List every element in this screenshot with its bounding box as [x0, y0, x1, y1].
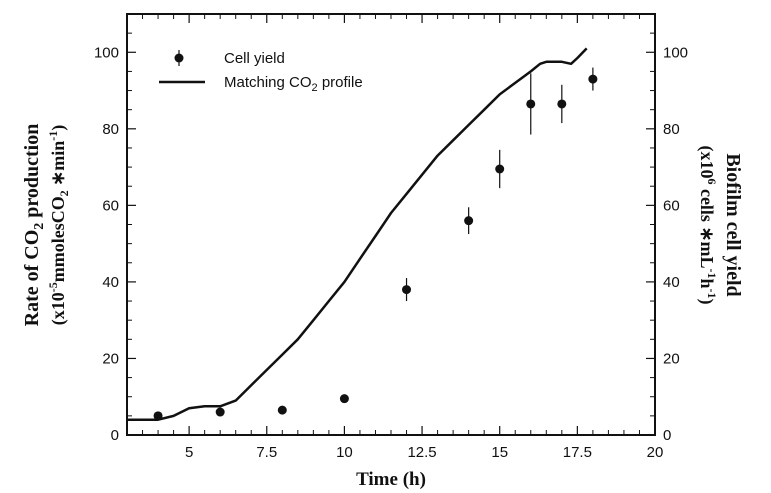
y-tick-label-left: 100	[94, 44, 119, 61]
y-tick-label-right: 0	[663, 427, 671, 444]
y-tick-label-right: 20	[663, 350, 680, 367]
y-tick-label-right: 100	[663, 44, 688, 61]
plot-frame	[126, 13, 656, 436]
y-ticks-right: 0 20 40 60 80 100	[646, 32, 688, 444]
cell-yield-point	[215, 407, 225, 417]
cell-yield-point	[464, 216, 474, 226]
y-tick-label-left: 80	[102, 121, 119, 138]
x-tick-label: 7.5	[256, 444, 277, 461]
y-tick-label-right: 80	[663, 121, 680, 138]
x-tick-label: 10	[336, 444, 353, 461]
x-tick-label: 15	[491, 444, 508, 461]
cell-yield-point	[277, 405, 287, 415]
y-tick-label-right: 40	[663, 274, 680, 291]
y-tick-label-right: 60	[663, 197, 680, 214]
legend-label-cell-yield: Cell yield	[224, 50, 285, 67]
legend: Cell yield Matching CO2 profile	[159, 50, 363, 94]
y-axis-title-left: Rate of CO2 production (x10-5mmolesCO2 ∗…	[21, 124, 71, 327]
cell-yield-point	[402, 285, 412, 295]
cell-yield-point	[588, 74, 598, 84]
cell-yield-point	[339, 394, 349, 404]
legend-label-co2: Matching CO2 profile	[224, 74, 363, 94]
cell-yield-point	[557, 99, 567, 109]
series-layer	[127, 47, 598, 421]
x-ticks: 5 7.5 10 12.5 15 17.5 20	[142, 14, 664, 461]
x-tick-label: 17.5	[563, 444, 592, 461]
cell-yield-point	[153, 411, 163, 421]
y-axis-title-right-line1: Biofilm cell yield	[722, 153, 744, 296]
x-tick-label: 20	[647, 444, 664, 461]
x-tick-label: 12.5	[407, 444, 436, 461]
y-axis-title-left-line2: (x10-5mmolesCO2 ∗min-1)	[46, 125, 71, 326]
y-ticks-left: 0 20 40 60 80 100	[94, 32, 136, 444]
y-axis-title-right: Biofilm cell yield (x106 cells ∗mL-1h-1)	[696, 145, 744, 304]
y-tick-label-left: 40	[102, 274, 119, 291]
x-axis-title: Time (h)	[356, 469, 426, 490]
y-axis-title-right-line2: (x106 cells ∗mL-1h-1)	[696, 145, 719, 304]
y-tick-label-left: 20	[102, 350, 119, 367]
y-tick-label-left: 60	[102, 197, 119, 214]
legend-marker-cell-yield	[174, 53, 184, 63]
cell-yield-point	[526, 99, 536, 109]
cell-yield-point	[495, 164, 505, 174]
y-axis-title-left-line1: Rate of CO2 production	[21, 124, 47, 327]
x-tick-label: 5	[185, 444, 193, 461]
co2-profile-line	[127, 47, 588, 421]
y-tick-label-left: 0	[111, 427, 119, 444]
